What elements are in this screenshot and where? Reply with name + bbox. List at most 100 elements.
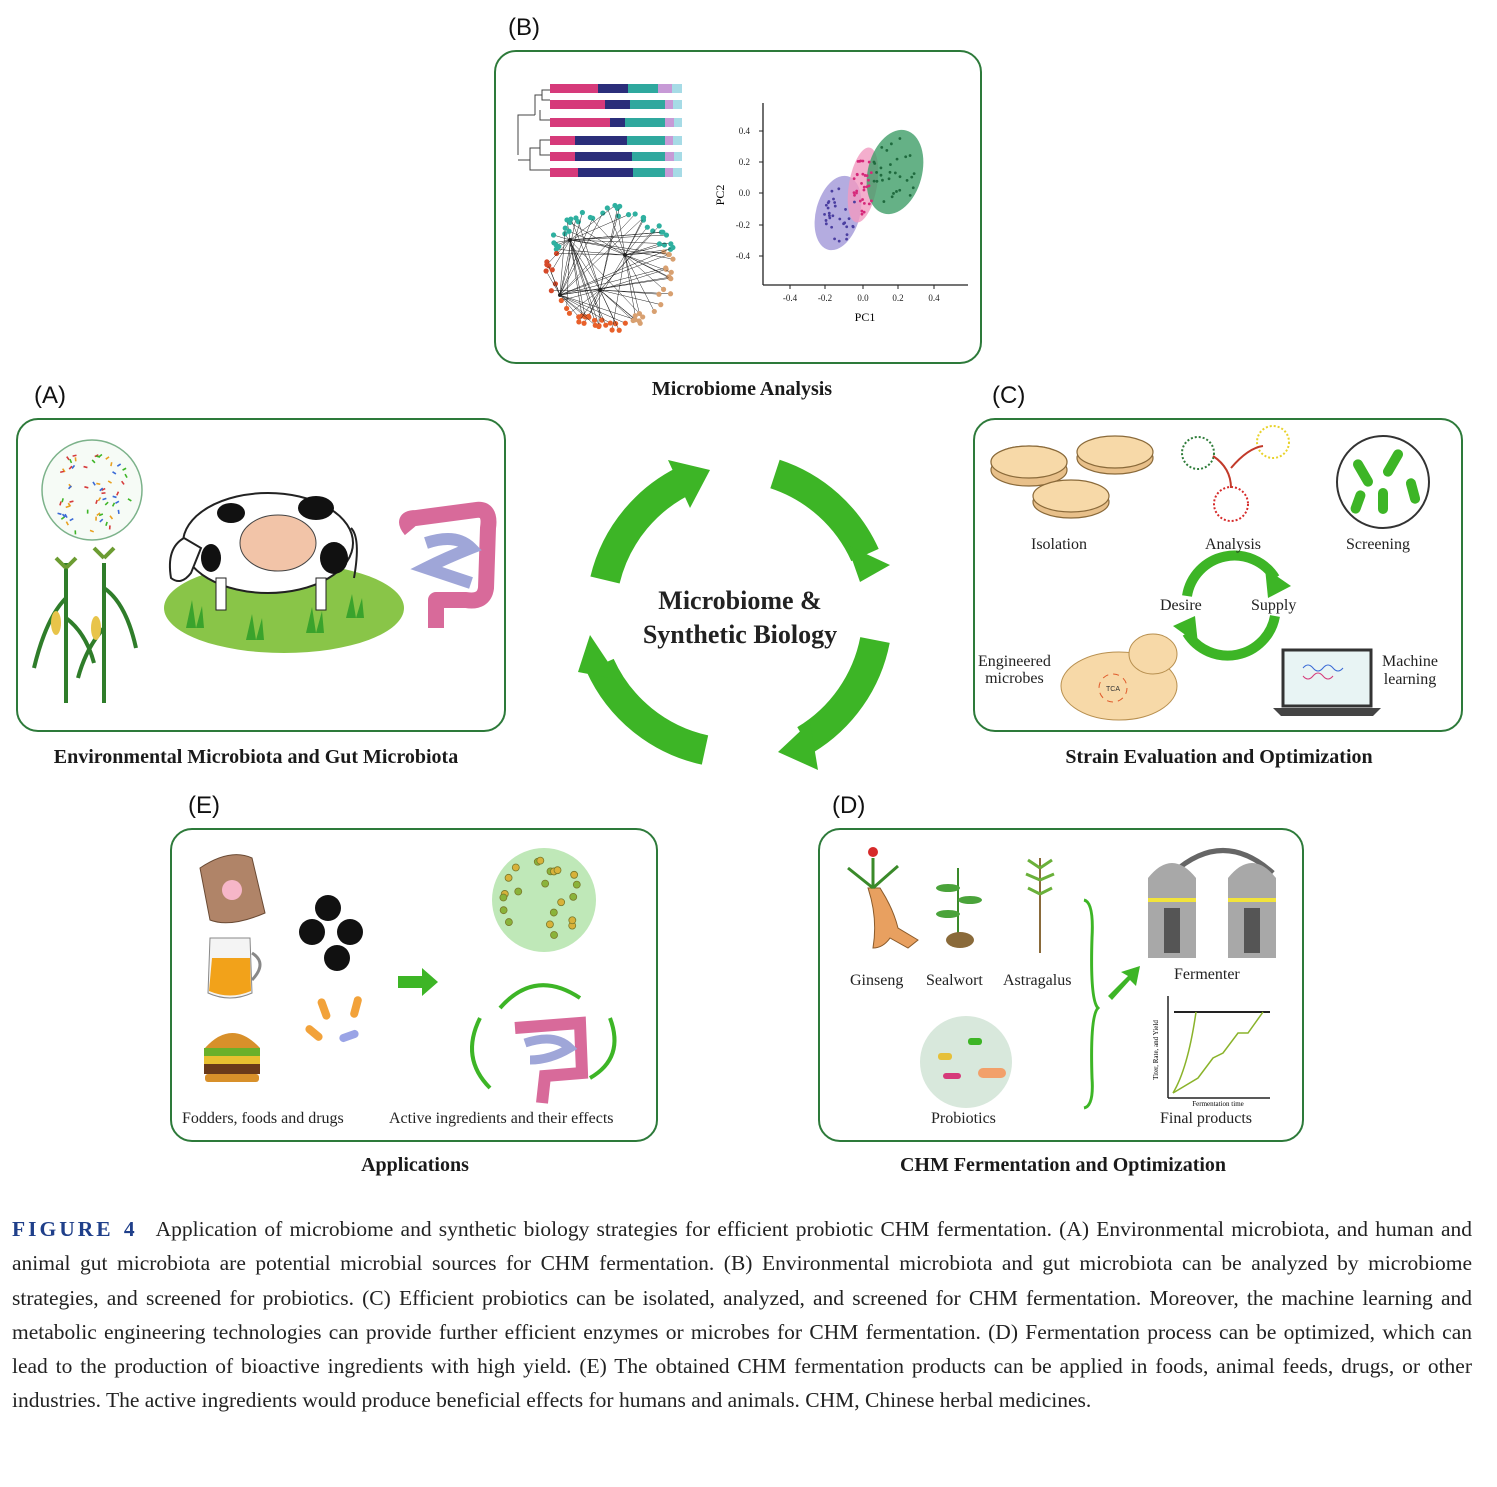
network-node — [656, 223, 662, 229]
corn-plants-icon — [32, 546, 138, 703]
network-node — [564, 305, 570, 312]
bar-rows — [550, 84, 682, 177]
pca-point — [887, 177, 891, 181]
pca-point — [833, 201, 837, 204]
pca-point — [905, 179, 909, 182]
pca-xtick: 0.4 — [928, 293, 940, 303]
network-node — [656, 291, 662, 297]
figure-caption: FIGURE 4 Application of microbiome and sy… — [12, 1212, 1472, 1418]
pca-point — [888, 163, 892, 166]
pca-point — [867, 184, 871, 188]
panel-d-illustration: Fermentation time Titer, Rate, and Yield — [847, 847, 1276, 1110]
pca-point — [838, 217, 842, 221]
label-engineered-line2: microbes — [985, 670, 1044, 687]
pca-point — [853, 200, 856, 204]
pca-point — [860, 182, 863, 185]
pca-point — [844, 208, 847, 211]
probiotics-dish-icon — [920, 1016, 1012, 1108]
pca-point — [832, 197, 835, 201]
network-node — [600, 210, 606, 216]
label-screening: Screening — [1346, 536, 1410, 553]
network-node — [615, 213, 622, 219]
label-engineered-microbes: Engineered microbes — [978, 653, 1051, 687]
pca-point — [861, 159, 865, 163]
network-node — [616, 327, 622, 333]
label-active-ingredients: Active ingredients and their effects — [389, 1110, 614, 1127]
juice-jug-icon — [207, 937, 262, 999]
panel-c-title: Strain Evaluation and Optimization — [1065, 746, 1373, 768]
pca-point — [882, 200, 886, 203]
network-node — [658, 302, 664, 308]
ingredients-dish-icon — [492, 848, 596, 952]
pca-point — [824, 203, 828, 207]
panel-c-letter: (C) — [992, 382, 1026, 409]
network-node — [663, 265, 669, 271]
pca-point — [872, 179, 876, 183]
fermenter-arrow-icon — [1108, 966, 1140, 1000]
pca-point — [895, 157, 899, 161]
pills-black-icon — [299, 895, 363, 971]
pca-point — [823, 212, 826, 216]
pca-point — [862, 185, 866, 189]
desire-supply-cycle — [1182, 550, 1280, 661]
pca-point — [892, 192, 895, 195]
cycle-arrows — [578, 459, 890, 770]
panel-b-letter: (B) — [508, 14, 540, 41]
pca-point — [863, 174, 867, 177]
pca-point — [837, 239, 841, 243]
network-node — [544, 262, 550, 268]
pca-xtick: 0.0 — [857, 293, 869, 303]
pca-point — [898, 137, 902, 140]
label-sealwort: Sealwort — [926, 972, 983, 989]
network-node — [603, 322, 609, 328]
pca-point — [872, 160, 876, 164]
pca-point — [831, 214, 835, 218]
network-node — [617, 203, 623, 209]
pca-point — [852, 177, 856, 181]
pca-point — [870, 199, 873, 203]
label-final-products: Final products — [1160, 1110, 1252, 1127]
pca-point — [869, 171, 873, 175]
label-machine-learning: Machine learning — [1382, 653, 1438, 689]
figure-label: FIGURE 4 — [12, 1217, 138, 1241]
pca-point — [912, 172, 916, 176]
cow-icon — [168, 492, 358, 611]
network-node — [656, 241, 663, 247]
label-isolation: Isolation — [1031, 536, 1087, 553]
label-engineered-line1: Engineered — [978, 653, 1051, 670]
figure-caption-text: Application of microbiome and synthetic … — [12, 1217, 1472, 1413]
pca-point — [860, 209, 864, 213]
gut-cycle-icon — [470, 983, 617, 1090]
pca-point — [855, 172, 859, 176]
label-ginseng: Ginseng — [850, 972, 904, 989]
network-node — [640, 214, 647, 221]
network-node — [632, 211, 638, 217]
network-node — [609, 327, 615, 333]
panel-b-title: Microbiome Analysis — [651, 378, 833, 400]
pca-point — [890, 195, 894, 199]
network-node — [607, 320, 613, 326]
network-node — [667, 291, 674, 297]
network-node — [670, 244, 676, 251]
pca-point — [859, 159, 863, 163]
center-line-1: Microbiome & — [658, 586, 822, 615]
petri-dishes-icon — [990, 435, 1154, 519]
pca-point — [824, 219, 828, 222]
panel-d-title: CHM Fermentation and Optimization — [899, 1154, 1227, 1176]
arrow-right-icon — [398, 968, 438, 996]
yield-chart-ylabel: Titer, Rate, and Yield — [1152, 1020, 1160, 1080]
pca-ylabel: PC2 — [713, 185, 727, 206]
pca-point — [861, 198, 864, 201]
pca-point — [853, 193, 856, 197]
pca-point — [889, 142, 893, 146]
label-probiotics: Probiotics — [931, 1110, 996, 1127]
network-node — [613, 321, 619, 327]
network-node — [592, 322, 598, 328]
pca-xtick: -0.2 — [818, 293, 832, 303]
network-node — [625, 212, 632, 218]
pca-point — [880, 145, 884, 149]
network-node — [586, 314, 592, 320]
pca-point — [888, 170, 892, 174]
pca-point — [862, 210, 866, 214]
pca-point — [842, 222, 845, 226]
